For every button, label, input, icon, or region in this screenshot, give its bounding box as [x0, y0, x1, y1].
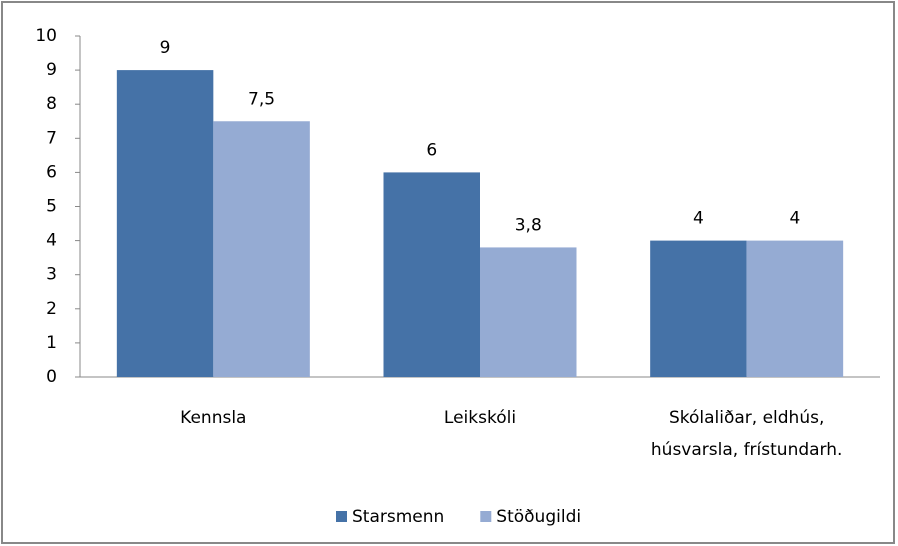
- data-label: 9: [160, 38, 171, 58]
- y-tick-label: 10: [35, 26, 57, 46]
- data-label: 4: [790, 209, 801, 229]
- legend-label: Stöðugildi: [496, 507, 581, 527]
- x-tick-label: Leikskóli: [443, 408, 517, 428]
- data-label: 7,5: [248, 89, 275, 109]
- bar: [746, 240, 844, 377]
- legend-swatch: [480, 511, 492, 522]
- bar: [116, 70, 214, 377]
- y-tick-label: 8: [46, 94, 57, 114]
- x-tick-label: Kennsla: [180, 408, 247, 428]
- y-tick-label: 0: [46, 367, 57, 387]
- y-tick-label: 4: [46, 231, 57, 251]
- y-tick-label: 5: [46, 197, 57, 217]
- data-label: 4: [693, 209, 704, 229]
- bar: [213, 121, 310, 377]
- y-tick-label: 1: [46, 333, 57, 353]
- data-label: 6: [426, 140, 437, 160]
- y-tick-label: 6: [46, 162, 57, 182]
- legend-label: Starsmenn: [352, 507, 444, 527]
- data-label: 3,8: [515, 215, 542, 235]
- bar: [383, 172, 480, 377]
- y-tick-label: 9: [46, 60, 57, 80]
- x-tick-label: Skólaliðar, eldhús, húsvarsla, frístunda…: [650, 408, 843, 460]
- y-tick-label: 7: [46, 128, 57, 148]
- bar: [480, 247, 577, 377]
- y-tick-label: 3: [46, 265, 57, 285]
- y-tick-label: 2: [46, 299, 57, 319]
- legend-swatch: [336, 511, 347, 522]
- bar: [650, 240, 747, 377]
